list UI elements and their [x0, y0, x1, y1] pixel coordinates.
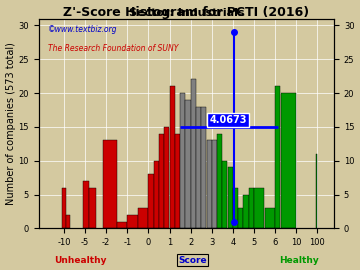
Bar [222, 161, 228, 228]
Bar [196, 107, 201, 228]
Bar [238, 208, 243, 228]
Bar [212, 140, 217, 228]
Bar [207, 140, 212, 228]
Text: ©www.textbiz.org: ©www.textbiz.org [48, 25, 117, 34]
Bar [316, 154, 318, 228]
Bar [62, 188, 66, 228]
Bar [103, 140, 117, 228]
Y-axis label: Number of companies (573 total): Number of companies (573 total) [5, 42, 15, 205]
Text: Healthy: Healthy [279, 256, 319, 265]
Bar [164, 127, 170, 228]
Bar [66, 215, 70, 228]
Bar [138, 208, 148, 228]
Bar [89, 188, 95, 228]
Bar [185, 100, 190, 228]
Bar [217, 134, 222, 228]
Text: 4.0673: 4.0673 [209, 115, 247, 125]
Bar [275, 86, 280, 228]
Bar [191, 79, 196, 228]
Bar [170, 86, 175, 228]
Bar [154, 161, 159, 228]
Text: Unhealthy: Unhealthy [54, 256, 106, 265]
Text: Sector: Industrials: Sector: Industrials [129, 8, 244, 18]
Bar [148, 174, 154, 228]
Bar [254, 188, 264, 228]
Bar [280, 93, 296, 228]
Bar [180, 93, 185, 228]
Bar [83, 181, 89, 228]
Bar [159, 134, 164, 228]
Bar [265, 208, 275, 228]
Text: The Research Foundation of SUNY: The Research Foundation of SUNY [48, 44, 178, 53]
Bar [233, 188, 238, 228]
Bar [243, 195, 248, 228]
Title: Z'-Score Histogram for PCTI (2016): Z'-Score Histogram for PCTI (2016) [63, 6, 310, 19]
Bar [127, 215, 138, 228]
Bar [175, 134, 180, 228]
Bar [117, 222, 127, 228]
Bar [228, 167, 233, 228]
Bar [249, 188, 254, 228]
Text: Score: Score [178, 256, 207, 265]
Bar [201, 107, 206, 228]
